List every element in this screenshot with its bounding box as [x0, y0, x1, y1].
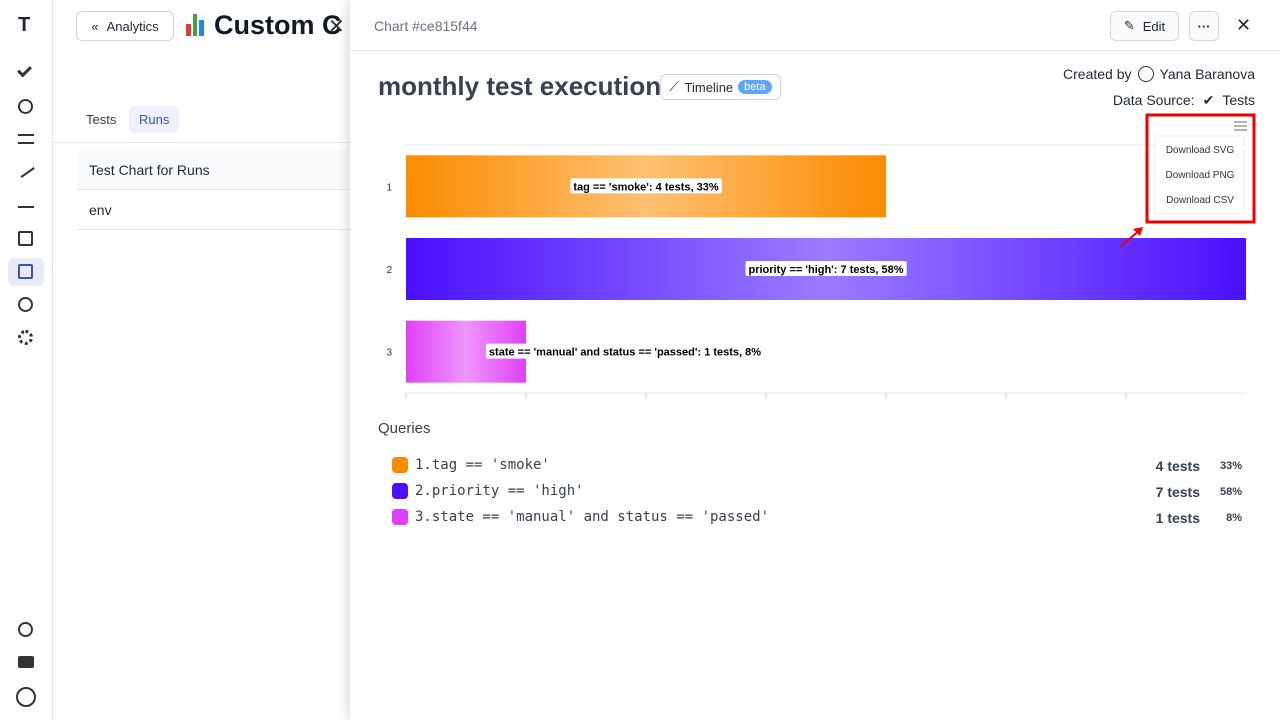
nav-icon[interactable]: [18, 622, 33, 637]
nav-icon[interactable]: [18, 297, 33, 312]
logo: T: [18, 14, 31, 36]
label-bg: [745, 261, 907, 276]
menu: [1154, 135, 1245, 215]
category-label: 3: [386, 348, 392, 359]
nav-icon[interactable]: [18, 231, 33, 246]
page-title: Custom C: [214, 10, 342, 40]
beta-tag: beta: [738, 80, 772, 94]
query-row: 2.priority == 'high' 7 tests 58%: [392, 482, 1242, 502]
tab-active[interactable]: Runs: [129, 106, 180, 133]
data-label: state == 'manual' and status == 'passed'…: [489, 347, 761, 359]
query-count: 4 tests: [1155, 458, 1200, 474]
back-button[interactable]: « Analytics: [76, 11, 174, 41]
category-label: 1: [386, 182, 392, 193]
nav-icon[interactable]: [18, 656, 34, 668]
author: Yana Baranova: [1159, 66, 1255, 82]
edit-icon: ✎: [1123, 18, 1135, 33]
close-icon[interactable]: ✕: [328, 16, 345, 38]
back-icon: «: [91, 18, 99, 34]
created-by: Created by Yana Baranova: [1063, 66, 1255, 82]
edit-button[interactable]: ✎ Edit: [1110, 11, 1179, 41]
list-label: Test Chart for Runs: [89, 162, 210, 178]
query-percent: 33%: [1219, 460, 1242, 472]
list-row[interactable]: Test Chart for Runs: [77, 150, 350, 190]
sidebar: T: [0, 0, 53, 720]
list-label: env: [89, 202, 112, 218]
close-button[interactable]: ✕: [1236, 15, 1252, 35]
check: ✔: [1202, 92, 1215, 108]
arrow-head: [1133, 227, 1143, 236]
nav-icon[interactable]: [18, 264, 33, 279]
data-source: Data Source: ✔ Tests: [1113, 92, 1255, 109]
badge-label: Timeline: [684, 79, 734, 95]
query-label: 2.priority == 'high': [415, 483, 584, 499]
menu-item: Download SVG: [1166, 145, 1235, 156]
query-swatch: [392, 483, 408, 499]
edit-label: Edit: [1142, 18, 1166, 34]
chart-title: monthly test execution: [378, 71, 662, 101]
timeline-badge: ⟋ Timeline beta: [660, 74, 781, 100]
query-count: 1 tests: [1155, 510, 1200, 526]
nav-icon[interactable]: [18, 200, 34, 208]
queries-title: Queries: [378, 420, 431, 437]
created-label: Created by: [1063, 66, 1132, 82]
menu-highlight: [1145, 113, 1256, 224]
source-label: Data Source:: [1112, 92, 1195, 108]
list-row[interactable]: env: [77, 190, 350, 230]
nav-icon[interactable]: [18, 330, 33, 345]
chart-emoji: [186, 12, 205, 36]
label-bg: [485, 343, 765, 359]
menu-item: Download PNG: [1166, 170, 1235, 181]
nav-icon[interactable]: [18, 99, 33, 114]
nav-icon[interactable]: [16, 687, 36, 707]
category-label: 2: [386, 265, 392, 276]
avatar: [1137, 66, 1154, 82]
query-swatch: [392, 457, 408, 473]
nav-active[interactable]: [8, 258, 44, 286]
more-button[interactable]: ···: [1189, 11, 1219, 41]
nav-icon[interactable]: [18, 134, 34, 144]
query-row: 3.state == 'manual' and status == 'passe…: [392, 508, 1242, 528]
tab[interactable]: Tests: [86, 112, 117, 127]
chart-id: Chart #ce815f44: [374, 18, 478, 34]
query-label: 3.state == 'manual' and status == 'passe…: [415, 509, 770, 525]
data-label: priority == 'high': 7 tests, 58%: [749, 264, 904, 276]
timeline-icon: ⟋: [669, 79, 679, 94]
data-label: tag == 'smoke': 4 tests, 33%: [573, 181, 718, 193]
menu-item: Download CSV: [1166, 195, 1234, 206]
query-swatch: [392, 509, 408, 525]
source-value: Tests: [1222, 92, 1255, 108]
query-row: 1.tag == 'smoke' 4 tests 33%: [392, 456, 1242, 476]
back-label: Analytics: [106, 18, 159, 34]
query-label: 1.tag == 'smoke': [415, 457, 550, 473]
query-percent: 8%: [1226, 512, 1242, 524]
query-percent: 58%: [1219, 486, 1242, 498]
label-bg: [570, 178, 722, 194]
query-count: 7 tests: [1155, 484, 1200, 500]
divider: [52, 142, 350, 143]
divider: [350, 50, 1280, 51]
